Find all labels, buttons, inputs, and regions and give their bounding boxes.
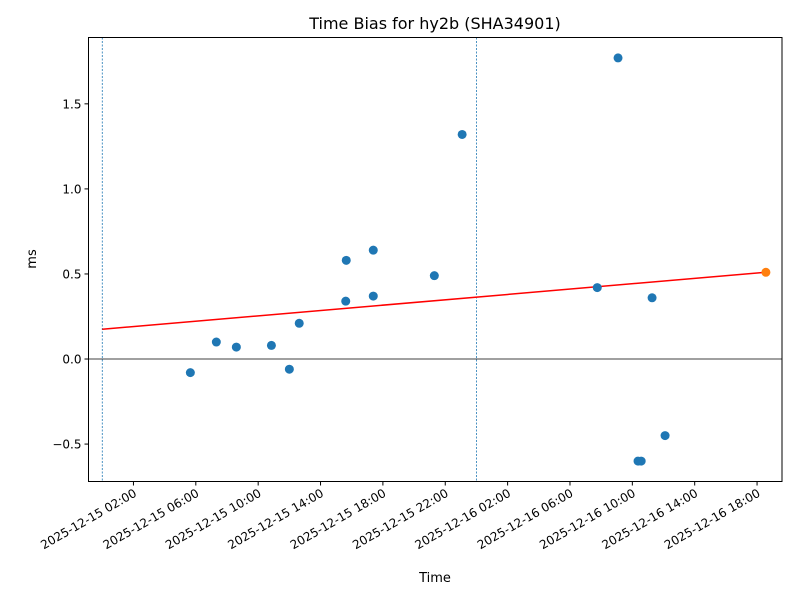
axes-frame <box>88 37 783 482</box>
data-point <box>636 456 646 466</box>
fit-line <box>102 271 766 330</box>
y-tick-label: −0.5 <box>52 438 81 452</box>
y-axis: −0.5 0.0 0.5 1.0 1.5 <box>52 97 89 452</box>
data-point <box>647 293 657 303</box>
data-point <box>294 318 304 328</box>
data-point <box>341 255 351 265</box>
data-point <box>457 129 467 139</box>
plot-area <box>88 37 782 482</box>
data-point <box>429 271 439 281</box>
prediction-point <box>761 267 771 277</box>
x-axis-label: Time <box>418 571 451 586</box>
y-tick-label: 1.0 <box>62 182 81 196</box>
data-point <box>266 340 276 350</box>
y-tick-label: 1.5 <box>62 97 81 111</box>
data-point <box>592 283 602 293</box>
chart-title: Time Bias for hy2b (SHA34901) <box>308 14 561 33</box>
data-point <box>368 291 378 301</box>
data-point <box>368 245 378 255</box>
data-point <box>185 368 195 378</box>
data-point <box>613 53 623 63</box>
data-point <box>231 342 241 352</box>
data-point <box>660 431 670 441</box>
y-tick-label: 0.0 <box>62 353 81 367</box>
y-tick-label: 0.5 <box>62 267 81 281</box>
data-point <box>211 337 221 347</box>
y-axis-label: ms <box>25 249 40 269</box>
data-point <box>341 296 351 306</box>
data-point <box>284 364 294 374</box>
